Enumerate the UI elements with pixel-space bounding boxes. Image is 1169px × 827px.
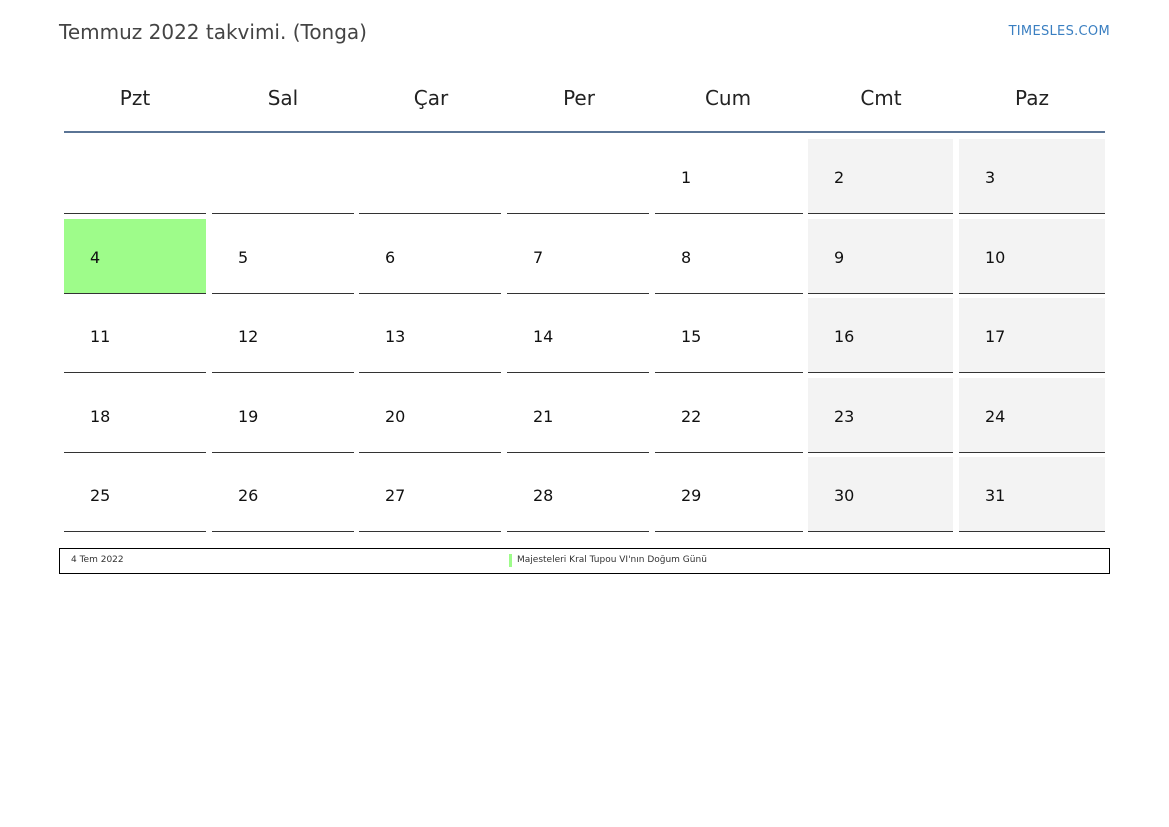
day-cell[interactable]: 13 bbox=[359, 298, 501, 373]
day-cell[interactable]: 30 bbox=[808, 457, 953, 532]
day-cell[interactable]: 12 bbox=[212, 298, 354, 373]
day-cell[interactable]: 27 bbox=[359, 457, 501, 532]
day-cell[interactable]: 19 bbox=[212, 378, 354, 453]
day-number: 28 bbox=[533, 486, 554, 505]
day-number: 23 bbox=[834, 407, 855, 426]
day-number: 8 bbox=[681, 248, 692, 267]
legend-holiday-name: Majesteleri Kral Tupou VI'nın Doğum Günü bbox=[517, 555, 707, 565]
day-cell[interactable]: 7 bbox=[507, 219, 649, 294]
day-number: 17 bbox=[985, 327, 1006, 346]
weekday-label: Pzt bbox=[119, 86, 151, 110]
holiday-legend: 4 Tem 2022 Majesteleri Kral Tupou VI'nın… bbox=[59, 548, 1110, 574]
day-number: 18 bbox=[90, 407, 111, 426]
day-number: 30 bbox=[834, 486, 855, 505]
day-cell[interactable]: 10 bbox=[959, 219, 1105, 294]
day-number: 25 bbox=[90, 486, 111, 505]
day-cell[interactable]: 23 bbox=[808, 378, 953, 453]
day-number: 7 bbox=[533, 248, 544, 267]
day-number: 20 bbox=[385, 407, 406, 426]
day-number: 6 bbox=[385, 248, 396, 267]
day-number: 12 bbox=[238, 327, 259, 346]
day-number: 24 bbox=[985, 407, 1006, 426]
weekday-label: Cum bbox=[704, 86, 752, 110]
empty-day-cell bbox=[64, 139, 206, 214]
day-cell[interactable]: 16 bbox=[808, 298, 953, 373]
day-number: 29 bbox=[681, 486, 702, 505]
weekday-label: Çar bbox=[413, 86, 449, 110]
weekday-label: Cmt bbox=[860, 86, 902, 110]
day-cell[interactable]: 11 bbox=[64, 298, 206, 373]
day-cell[interactable]: 28 bbox=[507, 457, 649, 532]
page-title: Temmuz 2022 takvimi. (Tonga) bbox=[59, 20, 367, 44]
header-divider bbox=[64, 131, 1105, 133]
day-cell[interactable]: 3 bbox=[959, 139, 1105, 214]
legend-date: 4 Tem 2022 bbox=[71, 555, 124, 565]
weekday-label: Paz bbox=[1015, 86, 1049, 110]
day-number: 26 bbox=[238, 486, 259, 505]
day-number: 4 bbox=[90, 248, 101, 267]
day-number: 10 bbox=[985, 248, 1006, 267]
day-cell[interactable]: 20 bbox=[359, 378, 501, 453]
holiday-color-marker bbox=[509, 554, 512, 567]
day-cell[interactable]: 6 bbox=[359, 219, 501, 294]
day-cell[interactable]: 24 bbox=[959, 378, 1105, 453]
day-number: 9 bbox=[834, 248, 845, 267]
day-cell[interactable]: 18 bbox=[64, 378, 206, 453]
day-number: 15 bbox=[681, 327, 702, 346]
weekday-label: Per bbox=[563, 86, 595, 110]
day-number: 16 bbox=[834, 327, 855, 346]
day-number: 21 bbox=[533, 407, 554, 426]
day-cell[interactable]: 31 bbox=[959, 457, 1105, 532]
day-number: 1 bbox=[681, 168, 692, 187]
day-number: 14 bbox=[533, 327, 554, 346]
day-cell[interactable]: 26 bbox=[212, 457, 354, 532]
day-number: 13 bbox=[385, 327, 406, 346]
day-number: 22 bbox=[681, 407, 702, 426]
day-number: 27 bbox=[385, 486, 406, 505]
day-number: 3 bbox=[985, 168, 996, 187]
weekday-label: Sal bbox=[267, 86, 299, 110]
empty-day-cell bbox=[212, 139, 354, 214]
day-cell[interactable]: 25 bbox=[64, 457, 206, 532]
day-cell[interactable]: 4 bbox=[64, 219, 206, 294]
day-number: 19 bbox=[238, 407, 259, 426]
day-cell[interactable]: 2 bbox=[808, 139, 953, 214]
day-cell[interactable]: 21 bbox=[507, 378, 649, 453]
day-cell[interactable]: 1 bbox=[655, 139, 803, 214]
day-cell[interactable]: 9 bbox=[808, 219, 953, 294]
day-cell[interactable]: 8 bbox=[655, 219, 803, 294]
day-number: 5 bbox=[238, 248, 249, 267]
empty-day-cell bbox=[359, 139, 501, 214]
day-cell[interactable]: 5 bbox=[212, 219, 354, 294]
day-cell[interactable]: 17 bbox=[959, 298, 1105, 373]
day-cell[interactable]: 22 bbox=[655, 378, 803, 453]
day-number: 11 bbox=[90, 327, 111, 346]
empty-day-cell bbox=[507, 139, 649, 214]
brand-link[interactable]: TIMESLES.COM bbox=[1008, 24, 1110, 39]
day-cell[interactable]: 15 bbox=[655, 298, 803, 373]
day-number: 2 bbox=[834, 168, 845, 187]
day-number: 31 bbox=[985, 486, 1006, 505]
day-cell[interactable]: 14 bbox=[507, 298, 649, 373]
day-cell[interactable]: 29 bbox=[655, 457, 803, 532]
weekday-header: Pzt Sal Çar Per Cum Cmt Paz bbox=[64, 86, 1105, 110]
